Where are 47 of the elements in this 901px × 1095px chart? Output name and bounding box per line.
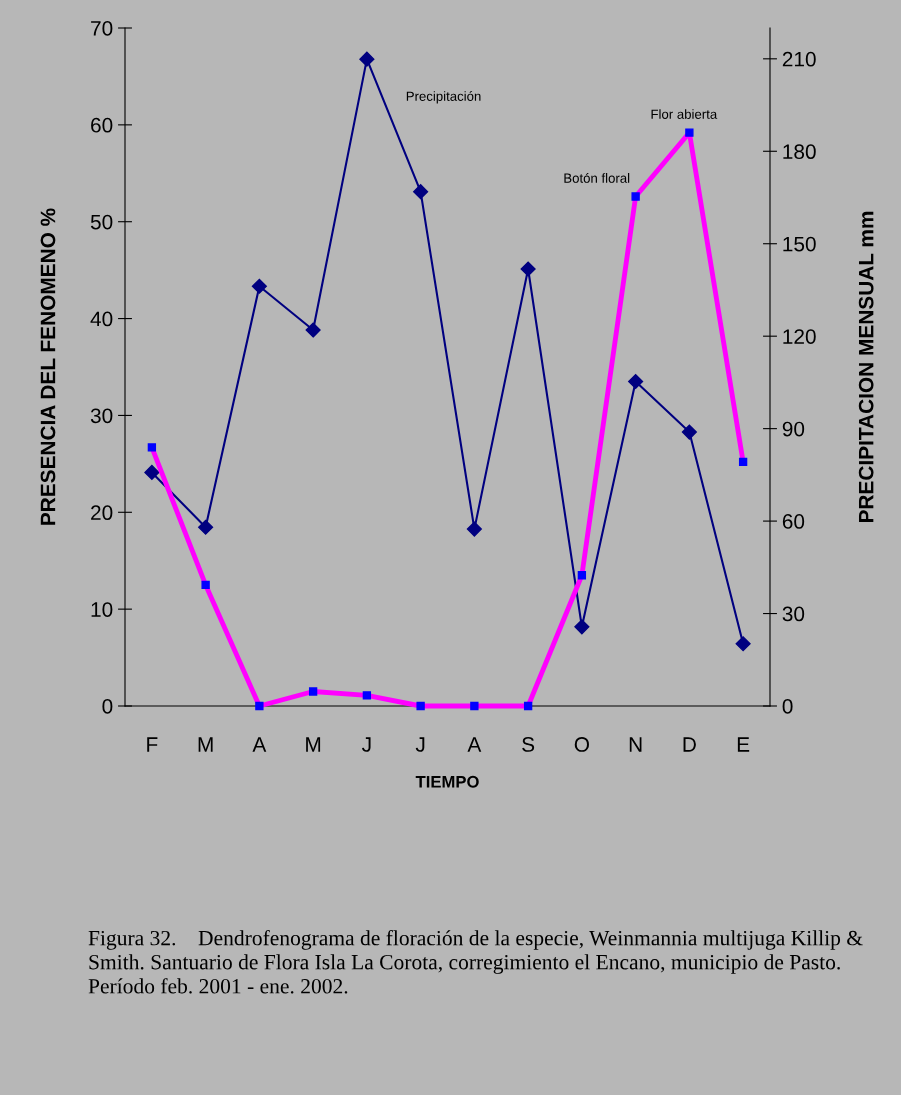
annotation: Botón floral: [564, 172, 630, 183]
x-tick-label: M: [306, 737, 321, 752]
point: [144, 464, 160, 480]
point: [466, 521, 482, 537]
y-tick-label: 40: [90, 311, 113, 327]
x-tick-label: A: [252, 737, 267, 752]
y2-axis-title: PRECIPITACION MENSUAL mm: [858, 211, 874, 523]
point: [574, 619, 590, 635]
y2-tick-label: 30: [782, 606, 805, 622]
x-tick-label: E: [737, 737, 750, 752]
point: [628, 373, 644, 390]
y2-tick-label: 210: [782, 51, 816, 67]
x-tick-label: N: [629, 737, 642, 752]
y-tick-label: 0: [102, 699, 113, 714]
x-tick-label: J: [415, 737, 425, 752]
point: [413, 184, 429, 200]
x-tick-label: A: [467, 737, 482, 752]
point: [251, 278, 267, 294]
y2-tick-label: 180: [783, 144, 816, 160]
x-tick-label: J: [361, 737, 371, 752]
y2-tick-label: 60: [782, 514, 805, 529]
y-tick-label: 50: [90, 214, 113, 230]
x-tick-label: S: [522, 737, 535, 752]
x-tick-label: O: [574, 737, 589, 752]
text: Figura 32. Dendrofenograma de floración de la especie, Weinmannia multijuga Killip & Smith. Santuario de Flora Isla La Corota, corregimiento el Encano, municipio de Pasto. Período feb. 2001 - ene. 2002.: [88, 930, 863, 994]
y-tick-label: 30: [90, 408, 113, 424]
x-tick-label: F: [147, 737, 158, 752]
y2-tick-label: 150: [783, 236, 816, 252]
y2-tick-label: 90: [782, 421, 805, 437]
annotation: Flor abierta: [651, 109, 718, 119]
point: [520, 261, 536, 277]
x-axis-title: TIEMPO: [415, 775, 479, 788]
y2-tick-label: 0: [782, 699, 793, 714]
point: [735, 636, 751, 652]
point: [198, 519, 214, 535]
point: [305, 322, 321, 338]
y-tick-label: 20: [91, 505, 113, 521]
y-tick-label: 70: [91, 21, 113, 36]
point: [681, 424, 697, 440]
x-tick-label: D: [683, 737, 696, 752]
x-tick-label: M: [198, 737, 213, 752]
y-tick-label: 10: [91, 602, 113, 617]
y2-tick-label: 120: [783, 329, 816, 344]
point: [359, 51, 375, 67]
series-label: Precipitación: [406, 91, 481, 104]
y-axis-title: PRESENCIA DEL FENOMENO %: [40, 208, 56, 525]
y-tick-label: 60: [91, 117, 113, 133]
